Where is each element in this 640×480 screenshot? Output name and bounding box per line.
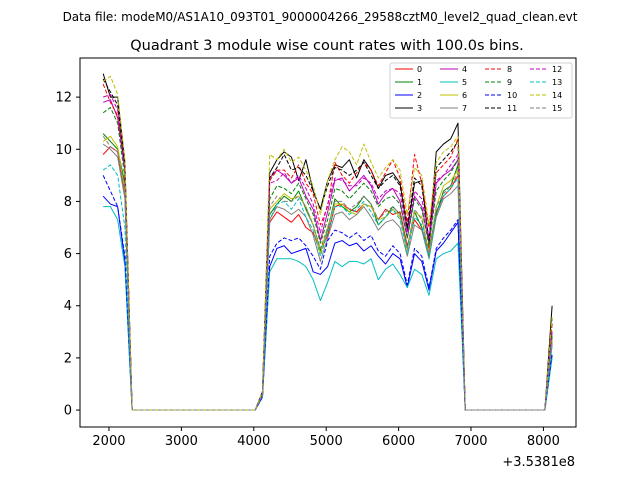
- legend-label-3: 3: [417, 104, 422, 113]
- y-tick-label: 0: [64, 404, 72, 419]
- series-line-15: [102, 135, 553, 411]
- series-line-8: [102, 83, 553, 411]
- x-axis: 2000 3000 4000 5000 6000 7000 8000: [92, 427, 560, 449]
- legend-label-5: 5: [462, 78, 467, 87]
- series-line-4: [103, 99, 553, 411]
- series-line-13: [102, 164, 553, 411]
- plot-area-border: [79, 57, 577, 428]
- data-file-label: Data file: modeM0/AS1A10_093T01_90000042…: [63, 10, 578, 24]
- legend-label-13: 13: [552, 78, 562, 87]
- legend-label-15: 15: [552, 104, 562, 113]
- legend-label-7: 7: [462, 104, 467, 113]
- legend-label-10: 10: [507, 91, 517, 100]
- legend-label-1: 1: [417, 78, 422, 87]
- legend-label-12: 12: [552, 65, 562, 74]
- legend-label-4: 4: [462, 65, 467, 74]
- legend-label-11: 11: [507, 104, 517, 113]
- legend-label-9: 9: [507, 78, 512, 87]
- series-line-1: [102, 133, 553, 411]
- x-tick-label: 3000: [165, 434, 198, 449]
- series-line-6: [102, 135, 553, 411]
- series-line-9: [102, 107, 553, 411]
- series-line-11: [102, 78, 553, 411]
- y-axis: 0 2 4 6 8 10 12: [55, 91, 80, 419]
- y-tick-label: 6: [64, 247, 72, 262]
- series-line-7: [102, 143, 553, 411]
- series-lines: [102, 73, 553, 411]
- x-axis-offset-label: +3.5381e8: [502, 455, 575, 470]
- series-line-12: [103, 94, 553, 411]
- x-tick-label: 4000: [237, 434, 270, 449]
- legend-label-0: 0: [417, 65, 422, 74]
- x-tick-label: 6000: [382, 434, 415, 449]
- y-tick-label: 10: [55, 143, 72, 158]
- legend-label-6: 6: [462, 91, 467, 100]
- legend-label-2: 2: [417, 91, 422, 100]
- chart-title: Quadrant 3 module wise count rates with …: [130, 38, 524, 54]
- x-tick-label: 2000: [92, 434, 125, 449]
- legend-label-8: 8: [507, 65, 512, 74]
- x-tick-label: 7000: [454, 434, 487, 449]
- axes-frame: [79, 57, 577, 428]
- series-line-3: [102, 73, 553, 411]
- series-line-14: [102, 75, 553, 411]
- y-tick-label: 4: [64, 299, 72, 314]
- y-tick-label: 2: [64, 351, 72, 366]
- y-tick-label: 8: [64, 195, 72, 210]
- y-tick-label: 12: [55, 91, 72, 106]
- x-tick-label: 5000: [310, 434, 343, 449]
- legend-box: [389, 62, 573, 119]
- x-tick-label: 8000: [527, 434, 560, 449]
- legend-label-14: 14: [552, 91, 562, 100]
